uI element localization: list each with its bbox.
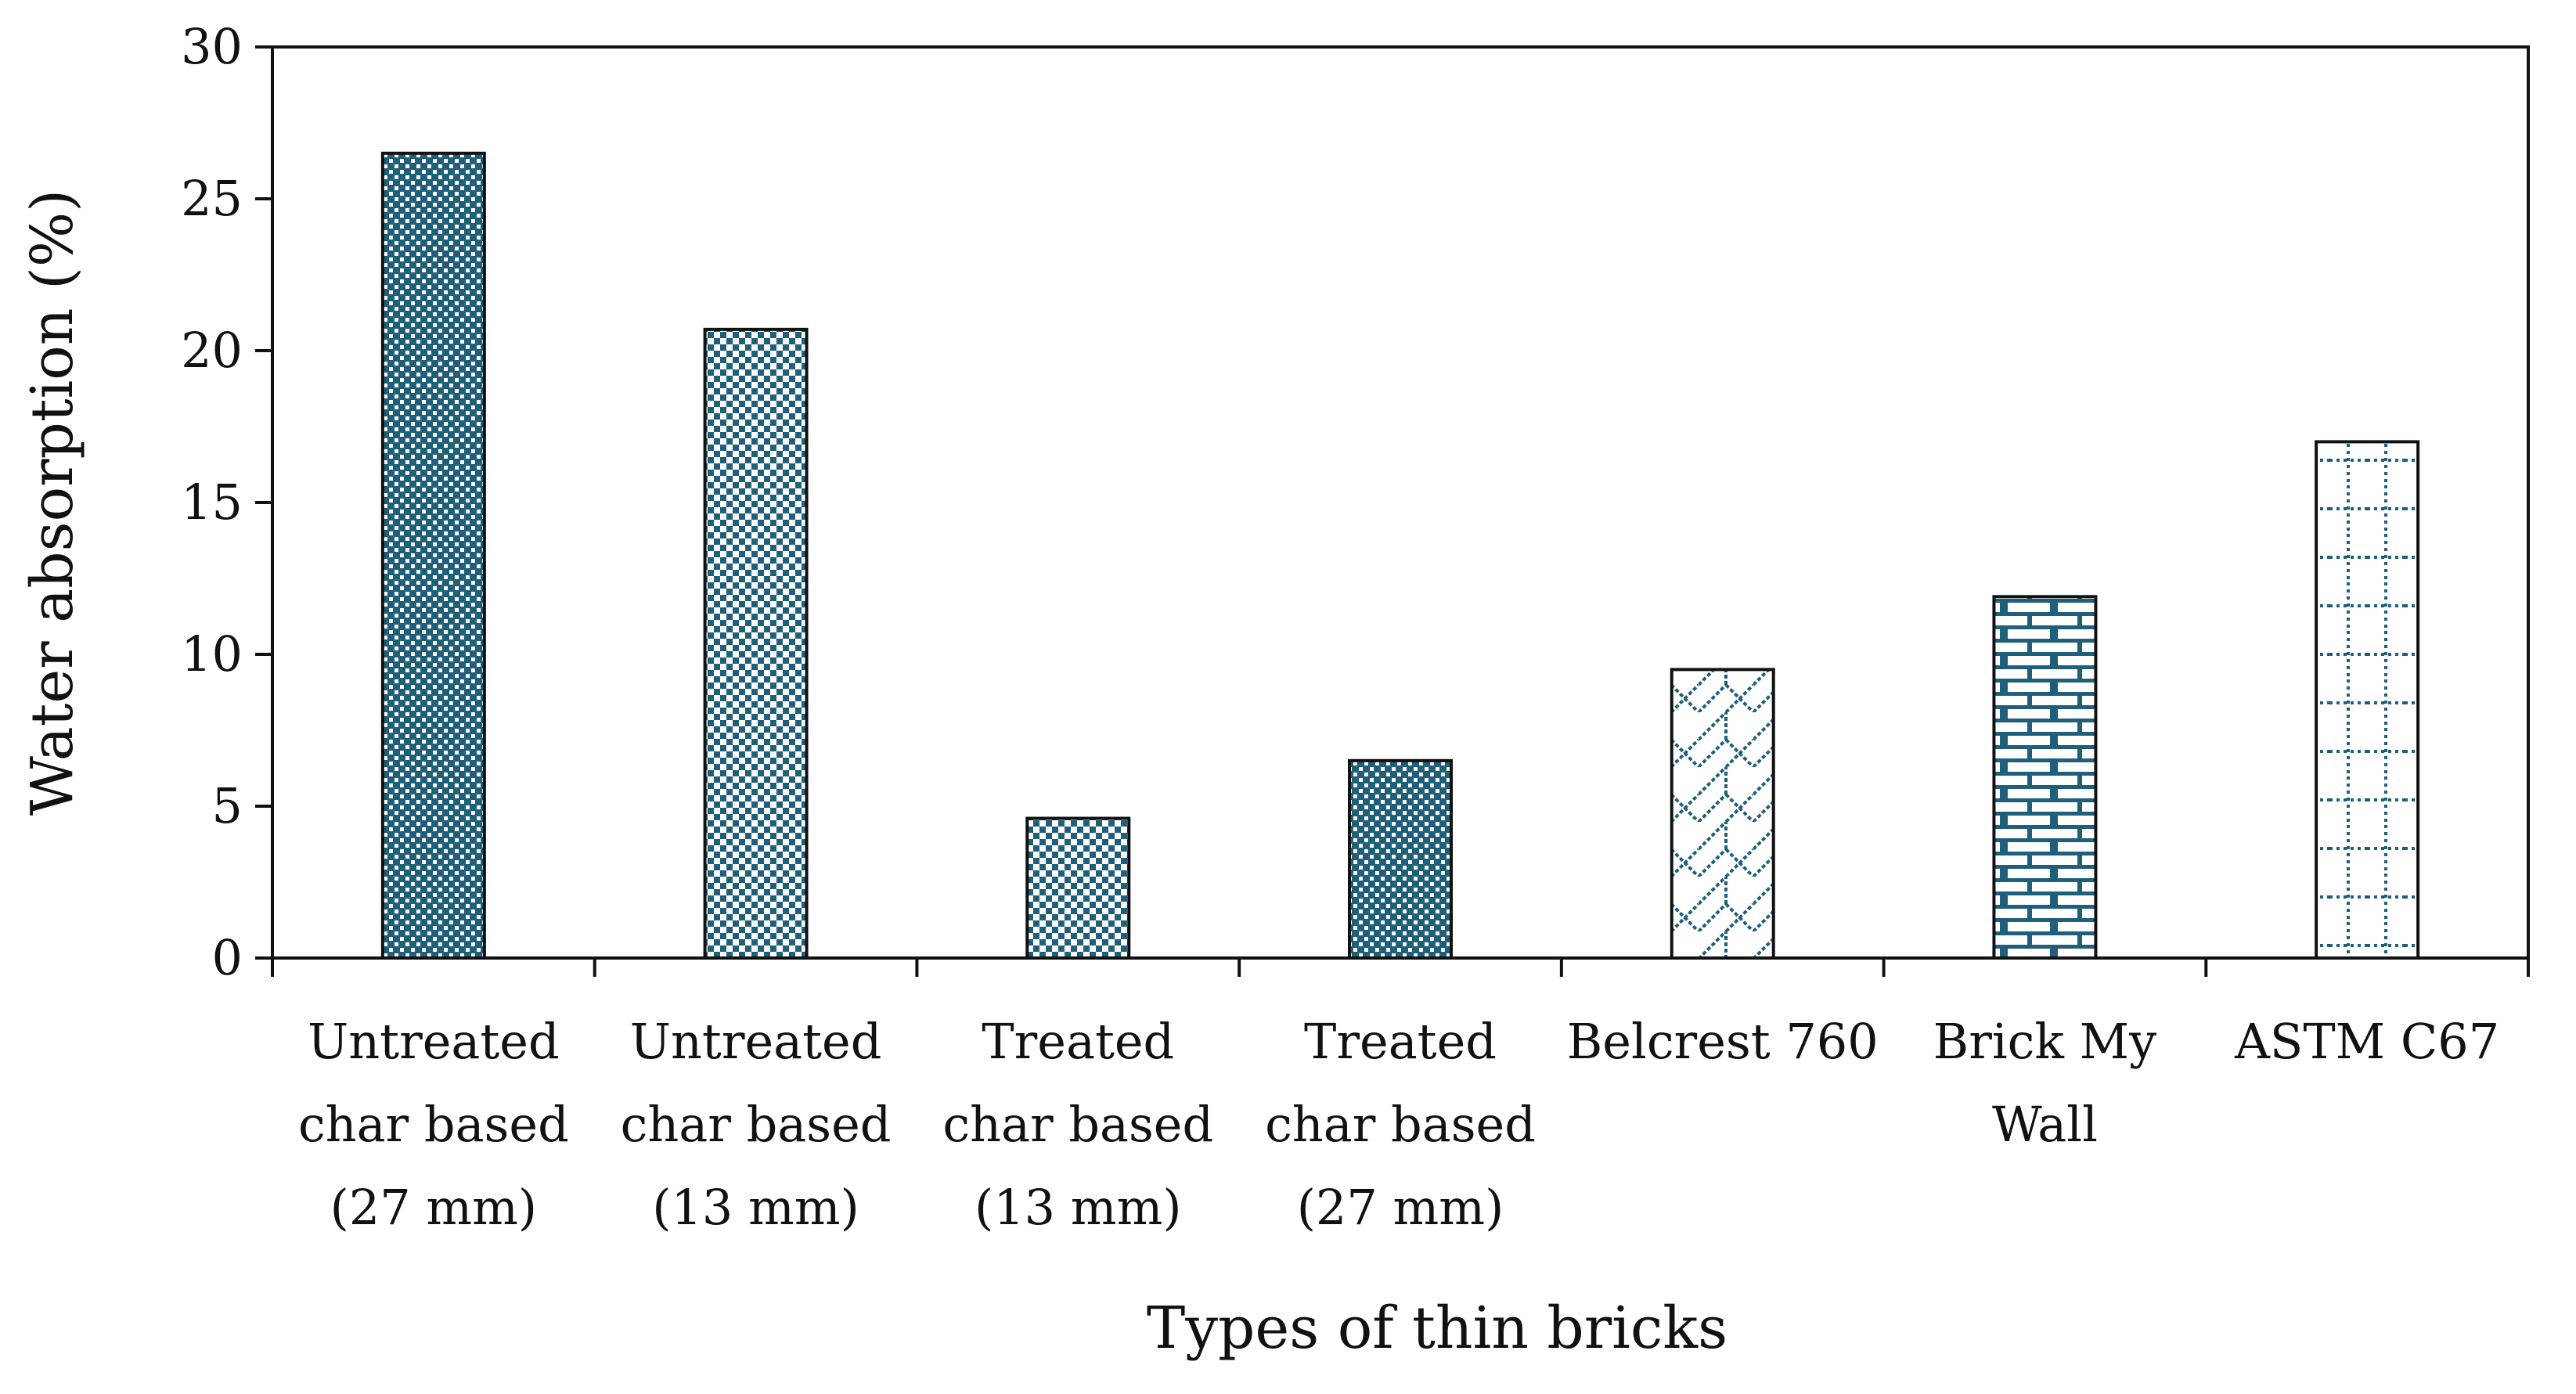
bar <box>703 327 809 960</box>
y-tick-label: 25 <box>181 170 243 227</box>
x-axis-title: Types of thin bricks <box>1147 1295 1728 1362</box>
x-category-label: char based <box>1265 1096 1536 1153</box>
bar <box>1025 816 1131 960</box>
x-axis <box>271 958 2530 977</box>
bars <box>380 151 2420 960</box>
x-category-label: (27 mm) <box>1297 1179 1504 1236</box>
bar <box>2315 440 2420 960</box>
y-axis: 0 5 10 15 20 25 30 <box>181 18 272 986</box>
bar <box>1992 595 2098 960</box>
y-tick-label: 30 <box>181 18 243 75</box>
y-tick-label: 15 <box>181 474 243 531</box>
y-axis-title: Water absorption (%) <box>19 189 86 816</box>
x-category-label: (27 mm) <box>330 1179 538 1236</box>
x-category-label: ASTM C67 <box>2234 1013 2499 1070</box>
x-category-label: char based <box>942 1096 1213 1153</box>
x-category-label: Untreated <box>630 1013 882 1070</box>
y-tick-label: 10 <box>181 625 243 683</box>
category-labels: Untreated char based (27 mm) Untreated char … <box>298 1013 2499 1236</box>
bar <box>1670 668 1775 960</box>
y-tick-label: 5 <box>212 777 243 834</box>
x-category-label: Treated <box>982 1013 1174 1070</box>
y-tick-label: 0 <box>212 929 243 986</box>
x-category-label: Untreated <box>308 1013 560 1070</box>
x-category-label: Wall <box>1992 1096 2098 1153</box>
x-category-label: char based <box>298 1096 569 1153</box>
x-category-label: Treated <box>1304 1013 1497 1070</box>
bar <box>380 151 486 960</box>
x-category-label: char based <box>621 1096 892 1153</box>
x-category-label: (13 mm) <box>975 1179 1182 1236</box>
x-category-label: Brick My <box>1933 1013 2157 1070</box>
y-tick-label: 20 <box>181 322 243 379</box>
bar <box>1348 758 1453 960</box>
x-category-label: (13 mm) <box>652 1179 859 1236</box>
x-category-label: Belcrest 760 <box>1567 1013 1879 1070</box>
